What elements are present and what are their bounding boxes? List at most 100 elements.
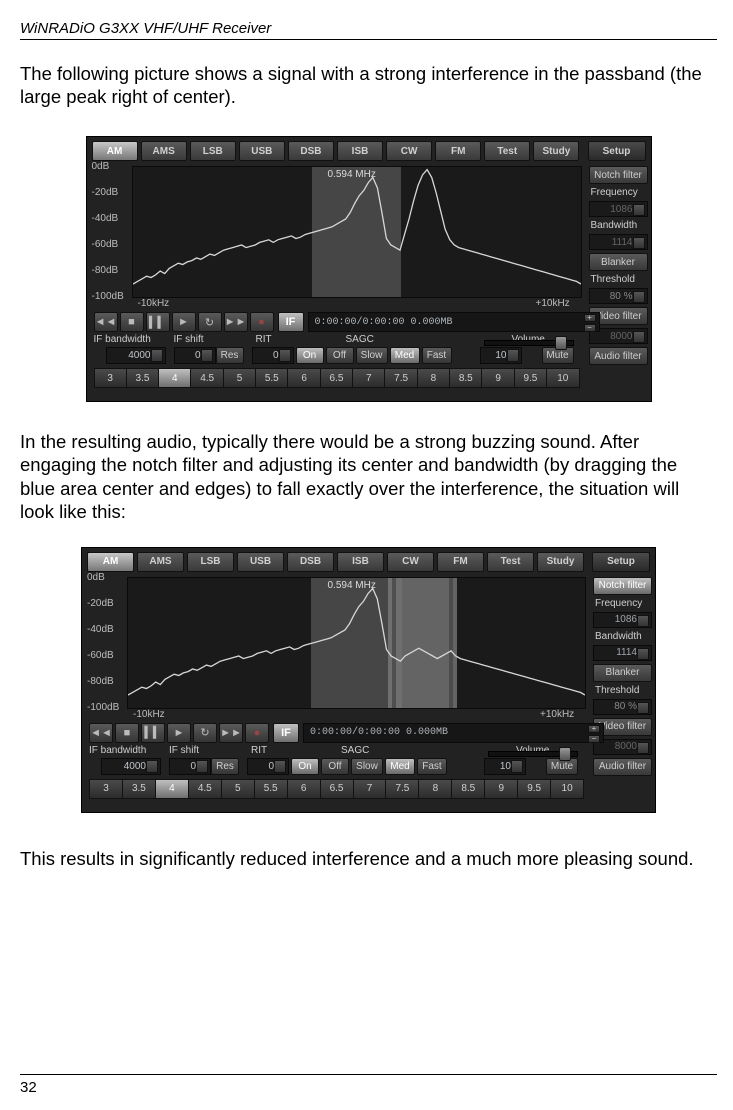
volume-value[interactable]: 10 <box>480 347 522 364</box>
mode-isb[interactable]: ISB <box>337 141 383 161</box>
scale-tick[interactable]: 10 <box>547 369 578 387</box>
mode-lsb[interactable]: LSB <box>187 552 234 572</box>
transport-button[interactable]: ■ <box>115 723 139 743</box>
scale-tick[interactable]: 7 <box>354 780 387 798</box>
setup-button[interactable]: Setup <box>588 141 646 161</box>
setup-button[interactable]: Setup <box>592 552 650 572</box>
sagc-on-button[interactable]: On <box>296 347 324 364</box>
transport-button[interactable]: ►► <box>219 723 243 743</box>
sagc-fast-button[interactable]: Fast <box>417 758 447 775</box>
scale-tick[interactable]: 4 <box>159 369 191 387</box>
scale-tick[interactable]: 5.5 <box>255 780 288 798</box>
scale-tick[interactable]: 9.5 <box>518 780 551 798</box>
audio-filter-button[interactable]: Audio filter <box>589 347 648 365</box>
transport-button[interactable]: ◄◄ <box>89 723 113 743</box>
scale-tick[interactable]: 8.5 <box>450 369 482 387</box>
mode-fm[interactable]: FM <box>437 552 484 572</box>
mode-study[interactable]: Study <box>537 552 584 572</box>
scale-tick[interactable]: 8.5 <box>452 780 485 798</box>
if-shift-value[interactable]: 0 <box>169 758 211 775</box>
mode-am[interactable]: AM <box>92 141 138 161</box>
scale-tick[interactable]: 7.5 <box>385 369 417 387</box>
res-button[interactable]: Res <box>216 347 244 364</box>
if-shift-value[interactable]: 0 <box>174 347 216 364</box>
scale-tick[interactable]: 3.5 <box>123 780 156 798</box>
sagc-off-button[interactable]: Off <box>326 347 354 364</box>
notch-bw-value[interactable]: 1114 <box>589 234 648 250</box>
mode-lsb[interactable]: LSB <box>190 141 236 161</box>
bandwidth-scale[interactable]: 33.544.555.566.577.588.599.510 <box>94 368 580 388</box>
volume-slider-handle[interactable] <box>555 336 567 350</box>
blanker-button[interactable]: Blanker <box>589 253 648 271</box>
mode-test[interactable]: Test <box>487 552 534 572</box>
mode-dsb[interactable]: DSB <box>287 552 334 572</box>
sagc-off-button[interactable]: Off <box>321 758 349 775</box>
scale-tick[interactable]: 8 <box>418 369 450 387</box>
blanker-thresh-value[interactable]: 80 % <box>589 288 648 304</box>
notch-filter-button[interactable]: Notch filter <box>593 577 652 595</box>
transport-button[interactable]: ► <box>167 723 191 743</box>
if-bandwidth-value[interactable]: 4000 <box>106 347 166 364</box>
scale-tick[interactable]: 10 <box>551 780 583 798</box>
mode-ams[interactable]: AMS <box>141 141 187 161</box>
transport-button[interactable]: ▍▍ <box>141 723 165 743</box>
mode-dsb[interactable]: DSB <box>288 141 334 161</box>
blanker-button[interactable]: Blanker <box>593 664 652 682</box>
scale-tick[interactable]: 9 <box>482 369 514 387</box>
transport-button[interactable]: ► <box>172 312 196 332</box>
volume-value[interactable]: 10 <box>484 758 526 775</box>
scale-tick[interactable]: 3 <box>90 780 123 798</box>
spectrum-display[interactable] <box>132 166 582 298</box>
rit-value[interactable]: 0 <box>247 758 289 775</box>
scale-tick[interactable]: 6.5 <box>321 780 354 798</box>
notch-freq-value[interactable]: 1086 <box>593 612 652 628</box>
mode-isb[interactable]: ISB <box>337 552 384 572</box>
notch-filter-button[interactable]: Notch filter <box>589 166 648 184</box>
mode-usb[interactable]: USB <box>239 141 285 161</box>
scale-tick[interactable]: 9.5 <box>515 369 547 387</box>
scale-tick[interactable]: 4.5 <box>189 780 222 798</box>
sagc-slow-button[interactable]: Slow <box>356 347 388 364</box>
volume-slider[interactable] <box>484 340 574 346</box>
transport-button[interactable]: ■ <box>120 312 144 332</box>
scale-tick[interactable]: 9 <box>485 780 518 798</box>
sagc-slow-button[interactable]: Slow <box>351 758 383 775</box>
audio-filter-button[interactable]: Audio filter <box>593 758 652 776</box>
scale-tick[interactable]: 3.5 <box>127 369 159 387</box>
res-button[interactable]: Res <box>211 758 239 775</box>
spectrum-display[interactable] <box>127 577 586 709</box>
transport-button[interactable]: ▍▍ <box>146 312 170 332</box>
notch-bw-value[interactable]: 1114 <box>593 645 652 661</box>
scale-tick[interactable]: 5 <box>222 780 255 798</box>
transport-button[interactable]: ◄◄ <box>94 312 118 332</box>
if-button[interactable]: IF <box>273 723 299 743</box>
if-button[interactable]: IF <box>278 312 304 332</box>
scale-tick[interactable]: 3 <box>95 369 127 387</box>
sagc-med-button[interactable]: Med <box>390 347 420 364</box>
transport-button[interactable]: ● <box>250 312 274 332</box>
volume-slider-handle[interactable] <box>559 747 571 761</box>
mode-usb[interactable]: USB <box>237 552 284 572</box>
scale-tick[interactable]: 6.5 <box>321 369 353 387</box>
transport-button[interactable]: ● <box>245 723 269 743</box>
blanker-thresh-value[interactable]: 80 % <box>593 699 652 715</box>
scale-tick[interactable]: 7 <box>353 369 385 387</box>
transport-button[interactable]: ↻ <box>193 723 217 743</box>
if-bandwidth-value[interactable]: 4000 <box>101 758 161 775</box>
mode-ams[interactable]: AMS <box>137 552 184 572</box>
notch-freq-value[interactable]: 1086 <box>589 201 648 217</box>
mode-test[interactable]: Test <box>484 141 530 161</box>
mode-am[interactable]: AM <box>87 552 134 572</box>
transport-button[interactable]: ►► <box>224 312 248 332</box>
sagc-on-button[interactable]: On <box>291 758 319 775</box>
scale-tick[interactable]: 6 <box>288 780 321 798</box>
sagc-med-button[interactable]: Med <box>385 758 415 775</box>
mode-fm[interactable]: FM <box>435 141 481 161</box>
scale-tick[interactable]: 4 <box>156 780 189 798</box>
scale-tick[interactable]: 5 <box>224 369 256 387</box>
bandwidth-scale[interactable]: 33.544.555.566.577.588.599.510 <box>89 779 584 799</box>
sagc-fast-button[interactable]: Fast <box>422 347 452 364</box>
transport-button[interactable]: ↻ <box>198 312 222 332</box>
mode-cw[interactable]: CW <box>386 141 432 161</box>
scale-tick[interactable]: 4.5 <box>191 369 223 387</box>
